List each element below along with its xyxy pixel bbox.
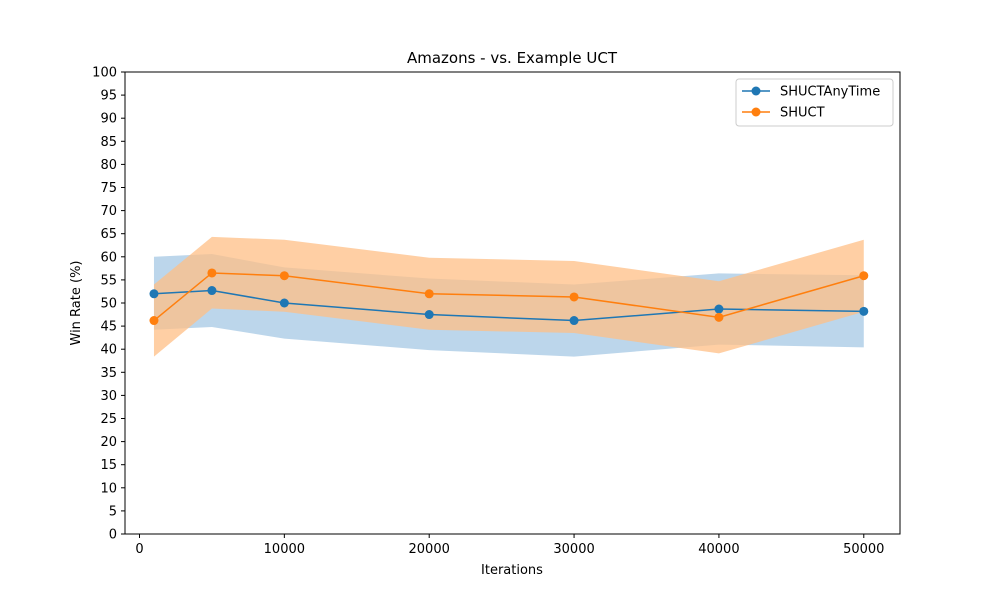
point-shuctanytime-10000: [279, 298, 289, 308]
legend-marker-shuctanytime: [751, 86, 761, 96]
y-tick-label: 85: [100, 135, 117, 150]
point-shuctanytime-20000: [424, 310, 434, 320]
y-tick-label: 45: [100, 320, 117, 335]
y-tick-label: 0: [109, 528, 117, 543]
y-tick-label: 40: [100, 343, 117, 358]
x-tick-label: 0: [135, 542, 143, 557]
legend: SHUCTAnyTime SHUCT: [735, 78, 894, 127]
point-shuct-40000: [714, 312, 724, 322]
y-tick-label: 90: [100, 112, 117, 127]
y-tick-label: 15: [100, 458, 117, 473]
point-shuctanytime-1000: [149, 289, 159, 299]
legend-label-shuctanytime: SHUCTAnyTime: [780, 85, 880, 100]
point-shuct-1000: [149, 316, 159, 326]
legend-label-shuct: SHUCT: [780, 106, 825, 121]
y-tick-label: 10: [100, 481, 117, 496]
y-axis-ticks: 0 5 10 15 20 25 30 35 40 45 50 55 60 65 70 75 80 85 90 95 10…: [92, 66, 125, 543]
y-tick-label: 50: [100, 297, 117, 312]
x-tick-label: 30000: [553, 542, 594, 557]
point-shuct-50000: [859, 271, 869, 281]
point-shuctanytime-50000: [859, 306, 869, 316]
y-tick-label: 25: [100, 412, 117, 427]
point-shuctanytime-30000: [569, 316, 579, 326]
y-tick-label: 55: [100, 273, 117, 288]
point-shuct-5000: [207, 268, 217, 278]
y-axis-label: Win Rate (%): [69, 261, 84, 346]
y-tick-label: 60: [100, 250, 117, 265]
y-tick-label: 20: [100, 435, 117, 450]
y-tick-label: 35: [100, 366, 117, 381]
chart-title: Amazons - vs. Example UCT: [407, 49, 618, 67]
y-tick-label: 80: [100, 158, 117, 173]
y-tick-label: 100: [92, 66, 117, 81]
legend-marker-shuct: [751, 107, 761, 117]
y-tick-label: 95: [100, 89, 117, 104]
point-shuctanytime-40000: [714, 304, 724, 314]
point-shuct-10000: [279, 271, 289, 281]
y-tick-label: 65: [100, 227, 117, 242]
x-axis-label: Iterations: [481, 563, 543, 578]
band-shuct: [153, 236, 864, 357]
series-points: [149, 268, 869, 326]
legend-box: [735, 78, 894, 127]
y-tick-label: 75: [100, 181, 117, 196]
point-shuct-20000: [424, 289, 434, 299]
y-tick-label: 30: [100, 389, 117, 404]
x-tick-label: 10000: [264, 542, 305, 557]
point-shuct-30000: [569, 292, 579, 302]
x-axis-ticks: 0 10000 20000 30000 40000 50000: [135, 534, 884, 557]
x-tick-label: 40000: [698, 542, 739, 557]
x-tick-label: 50000: [843, 542, 884, 557]
y-tick-label: 70: [100, 204, 117, 219]
point-shuctanytime-5000: [207, 286, 217, 296]
confidence-bands: [153, 236, 864, 357]
y-tick-label: 5: [109, 504, 117, 519]
x-tick-label: 20000: [409, 542, 450, 557]
